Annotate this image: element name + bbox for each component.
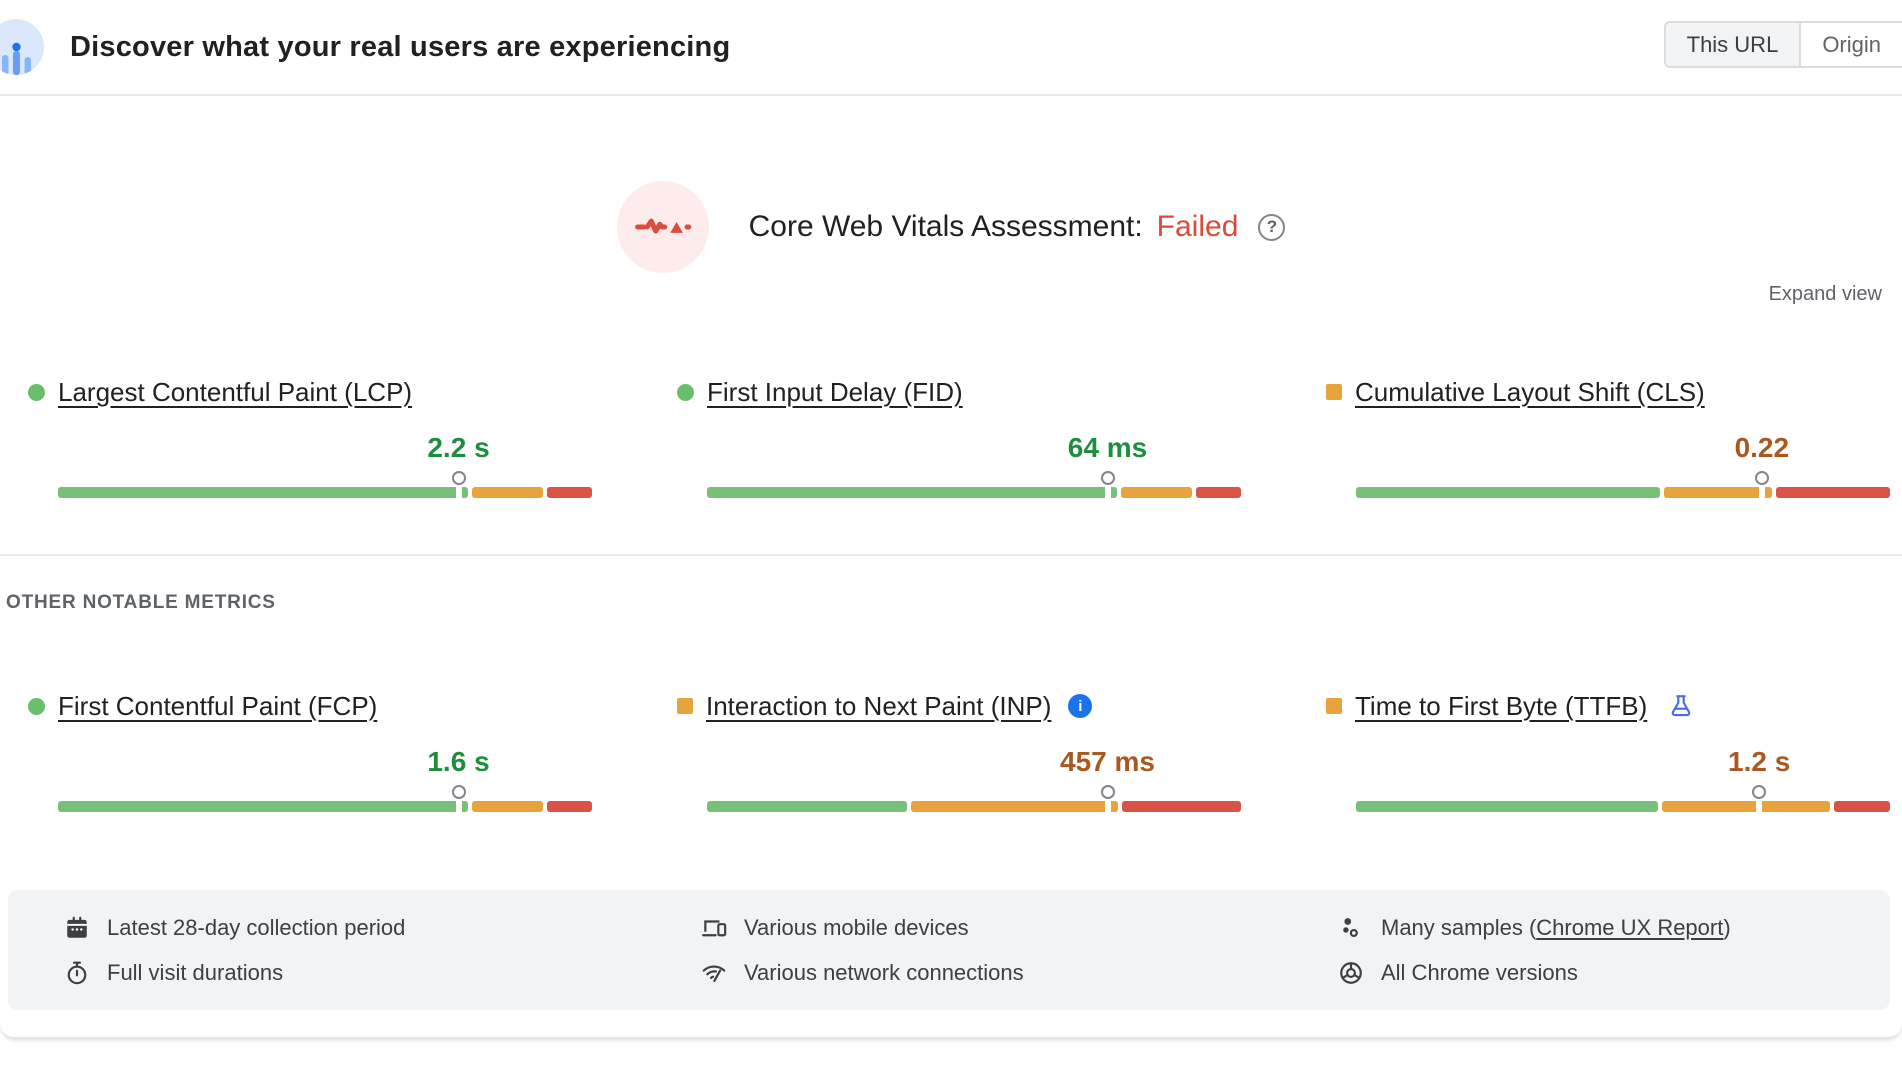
metric-value-cls: 0.22 <box>1734 432 1790 463</box>
bar-segment-orange <box>472 487 544 498</box>
bar-segment-green <box>707 487 1118 498</box>
metric-link-cls[interactable]: Cumulative Layout Shift (CLS) <box>1355 376 1705 407</box>
cwv-assessment-status: Failed <box>1156 210 1239 243</box>
bar-segment-orange <box>472 801 544 812</box>
page-title: Discover what your real users are experi… <box>70 30 731 63</box>
metric-link-fcp[interactable]: First Contentful Paint (FCP) <box>58 690 378 721</box>
metric-card-cls: Cumulative Layout Shift (CLS) 0.22 <box>1326 376 1890 499</box>
bar-segment-red <box>1776 487 1890 498</box>
rating-indicator-cls <box>1326 384 1342 400</box>
p75-marker-pin <box>451 785 466 813</box>
rating-indicator-inp <box>677 698 693 714</box>
distribution-bar-lcp <box>58 487 592 498</box>
bar-segment-red <box>1833 801 1891 812</box>
bar-segment-red <box>547 487 592 498</box>
metric-link-inp[interactable]: Interaction to Next Paint (INP) <box>706 690 1052 721</box>
bar-segment-green <box>1356 801 1658 812</box>
devices-icon <box>702 919 727 936</box>
chrome-versions-label: All Chrome versions <box>1381 959 1578 985</box>
visit-durations-label: Full visit durations <box>107 959 284 985</box>
p75-marker-pin <box>451 471 466 499</box>
p75-marker-pin <box>1100 785 1115 813</box>
bar-segment-red <box>1122 801 1241 812</box>
distribution-bar-fid <box>707 487 1241 498</box>
devices-item: Various mobile devices <box>701 905 1253 950</box>
bar-segment-red <box>1196 487 1241 498</box>
cwv-assessment-icon <box>616 181 709 273</box>
field-data-icon <box>0 19 44 75</box>
distribution-bar-inp <box>707 801 1241 812</box>
metric-card-ttfb: Time to First Byte (TTFB) 1.2 s <box>1326 690 1891 813</box>
bar-segment-green <box>707 801 907 812</box>
rating-indicator-lcp <box>28 383 45 401</box>
metric-card-fid: First Input Delay (FID) 64 ms <box>677 376 1241 499</box>
distribution-bar-cls <box>1356 487 1890 498</box>
metric-link-ttfb[interactable]: Time to First Byte (TTFB) <box>1355 690 1648 721</box>
cwv-assessment-heading: Core Web Vitals Assessment: Failed ? <box>749 210 1286 244</box>
other-metrics-heading: OTHER NOTABLE METRICS <box>6 592 276 613</box>
field-data-card: Discover what your real users are experi… <box>0 0 1902 1038</box>
calendar-icon <box>67 916 87 938</box>
rating-indicator-fcp <box>28 697 45 715</box>
p75-marker-pin <box>1754 471 1769 499</box>
toggle-this-url[interactable]: This URL <box>1665 23 1800 66</box>
toggle-origin[interactable]: Origin <box>1799 23 1902 66</box>
core-metrics-row: Largest Contentful Paint (LCP) 2.2 s Fir… <box>0 376 1902 499</box>
bar-segment-red <box>547 801 592 812</box>
bar-segment-orange <box>1663 487 1773 498</box>
chrome-versions-item: All Chrome versions <box>1338 950 1890 995</box>
samples-label: Many samples (Chrome UX Report) <box>1381 914 1731 940</box>
distribution-bar-fcp <box>58 801 592 812</box>
metric-link-fid[interactable]: First Input Delay (FID) <box>707 376 963 407</box>
distribution-bar-ttfb <box>1356 801 1891 812</box>
expand-view-link[interactable]: Expand view <box>1768 283 1882 305</box>
collection-period-label: Latest 28-day collection period <box>107 914 406 940</box>
network-item: Various network connections <box>701 950 1253 995</box>
samples-item: Many samples (Chrome UX Report) <box>1338 905 1890 950</box>
metric-value-inp: 457 ms <box>1060 746 1155 777</box>
metric-value-lcp: 2.2 s <box>427 432 490 463</box>
help-icon[interactable]: ? <box>1258 213 1286 241</box>
other-metrics-row: First Contentful Paint (FCP) 1.6 s Inter… <box>0 690 1902 813</box>
devices-label: Various mobile devices <box>744 914 969 940</box>
p75-marker-pin <box>1752 785 1767 813</box>
metric-value-ttfb: 1.2 s <box>1728 746 1791 777</box>
metric-card-inp: Interaction to Next Paint (INP) i 457 ms <box>677 690 1241 813</box>
stopwatch-icon <box>67 961 87 984</box>
cwv-assessment: Core Web Vitals Assessment: Failed ? <box>0 181 1902 273</box>
metric-card-lcp: Largest Contentful Paint (LCP) 2.2 s <box>28 376 592 499</box>
samples-icon <box>1343 917 1358 937</box>
cwv-assessment-label: Core Web Vitals Assessment: <box>748 210 1143 243</box>
info-icon[interactable]: i <box>1068 694 1093 718</box>
metric-link-lcp[interactable]: Largest Contentful Paint (LCP) <box>58 376 413 407</box>
collection-info-panel: Latest 28-day collection period Full vis… <box>8 890 1890 1010</box>
experimental-flask-icon[interactable] <box>1668 693 1694 719</box>
bar-segment-green <box>1356 487 1660 498</box>
url-origin-toggle: This URL Origin <box>1663 21 1902 68</box>
bar-segment-orange <box>1121 487 1193 498</box>
chrome-icon <box>1340 961 1362 984</box>
network-icon <box>702 965 726 982</box>
metric-value-fcp: 1.6 s <box>427 746 490 777</box>
bar-segment-orange <box>910 801 1119 812</box>
card-header: Discover what your real users are experi… <box>0 0 1902 96</box>
collection-period-item: Latest 28-day collection period <box>64 905 616 950</box>
section-divider <box>0 554 1902 556</box>
bar-segment-green <box>58 487 469 498</box>
network-label: Various network connections <box>744 959 1024 985</box>
rating-indicator-ttfb <box>1326 698 1342 714</box>
bar-segment-orange <box>1661 801 1830 812</box>
metric-value-fid: 64 ms <box>1067 432 1148 463</box>
p75-marker-pin <box>1100 471 1115 499</box>
visit-durations-item: Full visit durations <box>64 950 616 995</box>
bar-segment-green <box>58 801 469 812</box>
metric-card-fcp: First Contentful Paint (FCP) 1.6 s <box>28 690 592 813</box>
rating-indicator-fid <box>677 383 694 401</box>
crux-report-link[interactable]: Chrome UX Report <box>1536 914 1724 940</box>
